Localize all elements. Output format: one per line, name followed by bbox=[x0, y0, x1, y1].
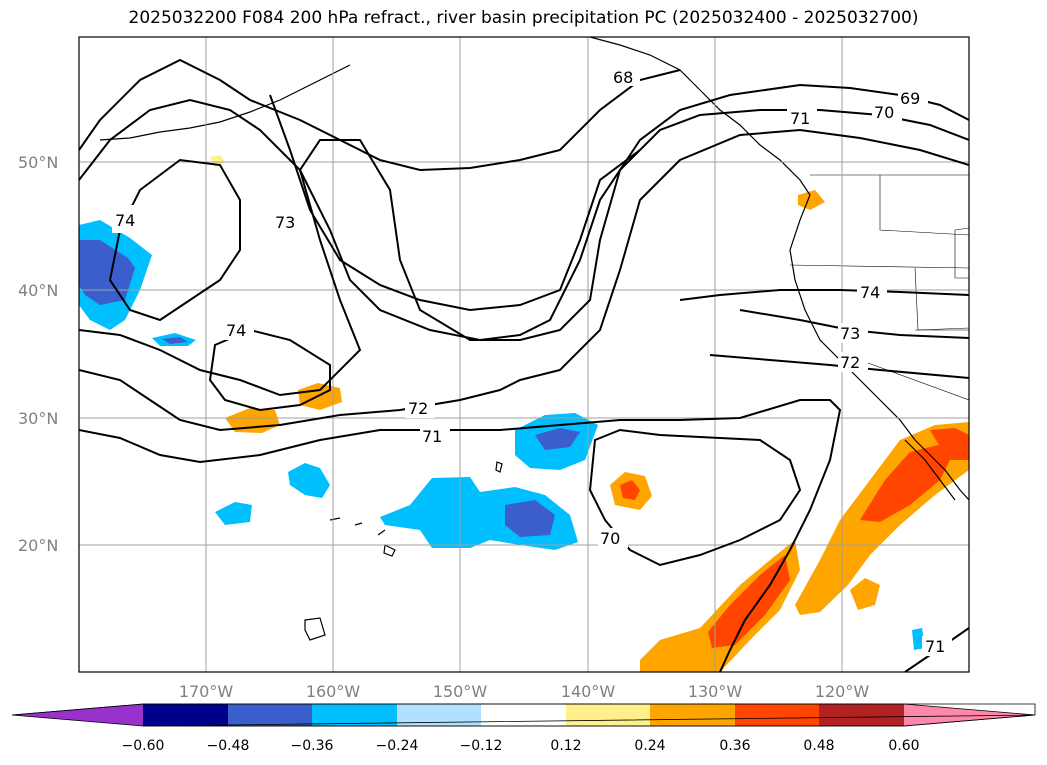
colorbar-tick: 0.36 bbox=[719, 738, 750, 754]
contour-74-mid bbox=[208, 328, 331, 412]
precip-blob-pos bbox=[708, 555, 790, 648]
colorbar-extend-low bbox=[12, 704, 143, 726]
lon-label: 170°W bbox=[179, 682, 234, 701]
state-borders bbox=[789, 174, 969, 401]
colorbar-tick: 0.24 bbox=[634, 738, 665, 754]
contour-70 bbox=[79, 109, 969, 397]
precip-blob-neg bbox=[505, 500, 555, 537]
precip-blob-neg bbox=[535, 428, 580, 450]
graticule bbox=[79, 37, 969, 672]
contour-label: 71 bbox=[790, 109, 810, 128]
lon-label: 120°W bbox=[815, 682, 870, 701]
precip-blob-pos bbox=[850, 578, 880, 610]
colorbar-tick: 0.12 bbox=[550, 738, 581, 754]
colorbar-segment bbox=[819, 704, 904, 726]
lon-label: 140°W bbox=[561, 682, 616, 701]
refractivity-contours bbox=[79, 58, 969, 672]
coastline-west-coast bbox=[789, 194, 969, 501]
colorbar-tick: 0.60 bbox=[888, 738, 919, 754]
lat-label: 20°N bbox=[18, 536, 58, 555]
coastline-aleutians bbox=[99, 64, 351, 141]
colorbar-segment bbox=[481, 704, 566, 726]
lat-label: 50°N bbox=[18, 153, 58, 172]
colorbar-tick: 0.48 bbox=[803, 738, 834, 754]
contour-71 bbox=[79, 399, 842, 672]
precip-blob-pos bbox=[860, 445, 955, 522]
contour-label: 72 bbox=[840, 353, 860, 372]
colorbar-segment bbox=[397, 704, 482, 726]
map-frame bbox=[78, 36, 970, 673]
lat-label: 40°N bbox=[18, 281, 58, 300]
precip-blob-neg-light bbox=[912, 628, 925, 650]
contour-label: 70 bbox=[600, 529, 620, 548]
contour-label: 72 bbox=[408, 399, 428, 418]
contour-72 bbox=[79, 128, 969, 432]
precip-blob-pos bbox=[930, 428, 969, 460]
colorbar-extend-high bbox=[904, 704, 1035, 726]
precip-blob-neg bbox=[215, 502, 252, 525]
map-title: 2025032200 F084 200 hPa refract., river … bbox=[128, 8, 919, 28]
lon-label: 150°W bbox=[433, 682, 488, 701]
contour-label: 70 bbox=[874, 103, 894, 122]
colorbar-tick: −0.48 bbox=[207, 738, 250, 754]
contour-label: 73 bbox=[840, 324, 860, 343]
contour-label: 74 bbox=[860, 283, 880, 302]
lon-label: 130°W bbox=[688, 682, 743, 701]
precip-blob-neg bbox=[162, 337, 188, 344]
colorbar: −0.60 −0.48 −0.36 −0.24 −0.12 0.12 0.24 … bbox=[11, 703, 1036, 754]
longitude-labels: 170°W 160°W 150°W 140°W 130°W 120°W bbox=[179, 682, 870, 701]
precip-blob-neg bbox=[288, 463, 330, 498]
contour-72-east bbox=[709, 354, 969, 379]
island-small bbox=[304, 617, 326, 641]
colorbar-segment bbox=[228, 704, 313, 726]
precip-blob-pos bbox=[620, 480, 640, 500]
contour-label: 73 bbox=[275, 213, 295, 232]
colorbar-segment bbox=[735, 704, 820, 726]
contour-label-group: 68 69 70 71 72 73 74 74 74 73 72 71 70 bbox=[112, 66, 952, 656]
contour-label: 74 bbox=[115, 211, 135, 230]
island-small-2 bbox=[495, 461, 503, 473]
island-hawaii bbox=[329, 517, 396, 557]
colorbar-tick: −0.36 bbox=[291, 738, 334, 754]
contour-74-east bbox=[679, 289, 969, 301]
colorbar-tick: −0.12 bbox=[460, 738, 503, 754]
contour-73 bbox=[269, 94, 641, 312]
coastline-alaska bbox=[589, 37, 811, 196]
contour-69 bbox=[79, 83, 969, 342]
colorbar-segment bbox=[566, 704, 651, 726]
contour-label: 69 bbox=[900, 89, 920, 108]
colorbar-tick: −0.60 bbox=[122, 738, 165, 754]
contour-68 bbox=[79, 58, 681, 172]
precip-blob-neg bbox=[79, 240, 135, 305]
precip-blob-pos bbox=[640, 540, 800, 672]
contour-label: 74 bbox=[226, 321, 246, 340]
colorbar-segment bbox=[143, 704, 228, 726]
contour-label: 71 bbox=[422, 427, 442, 446]
colorbar-tick: −0.24 bbox=[376, 738, 419, 754]
lon-label: 160°W bbox=[306, 682, 361, 701]
coastline-baja bbox=[904, 439, 956, 501]
latitude-labels: 50°N 40°N 30°N 20°N bbox=[18, 153, 58, 555]
contour-74-west bbox=[108, 158, 241, 322]
coastlines bbox=[99, 37, 969, 641]
precip-blob-pos bbox=[798, 190, 825, 210]
contour-label: 71 bbox=[925, 637, 945, 656]
lat-label: 30°N bbox=[18, 409, 58, 428]
colorbar-segment bbox=[650, 704, 735, 726]
colorbar-ticks: −0.60 −0.48 −0.36 −0.24 −0.12 0.12 0.24 … bbox=[122, 738, 920, 754]
contour-label: 68 bbox=[613, 68, 633, 87]
colorbar-segment bbox=[312, 704, 397, 726]
